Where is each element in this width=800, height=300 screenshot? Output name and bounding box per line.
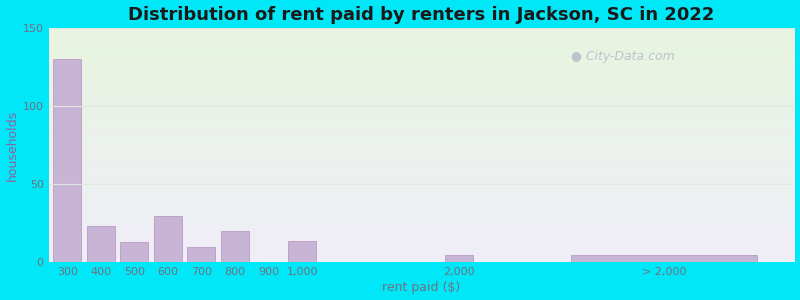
Bar: [87, 226, 114, 262]
Bar: [221, 231, 249, 262]
Bar: [54, 59, 82, 262]
X-axis label: rent paid ($): rent paid ($): [382, 281, 461, 294]
Bar: [120, 242, 148, 262]
Bar: [288, 241, 316, 262]
Bar: [445, 255, 473, 262]
Y-axis label: households: households: [6, 110, 18, 181]
Bar: [187, 247, 215, 262]
Bar: [154, 215, 182, 262]
Text: ● City-Data.com: ● City-Data.com: [570, 50, 674, 62]
Bar: [570, 255, 757, 262]
Title: Distribution of rent paid by renters in Jackson, SC in 2022: Distribution of rent paid by renters in …: [128, 6, 714, 24]
